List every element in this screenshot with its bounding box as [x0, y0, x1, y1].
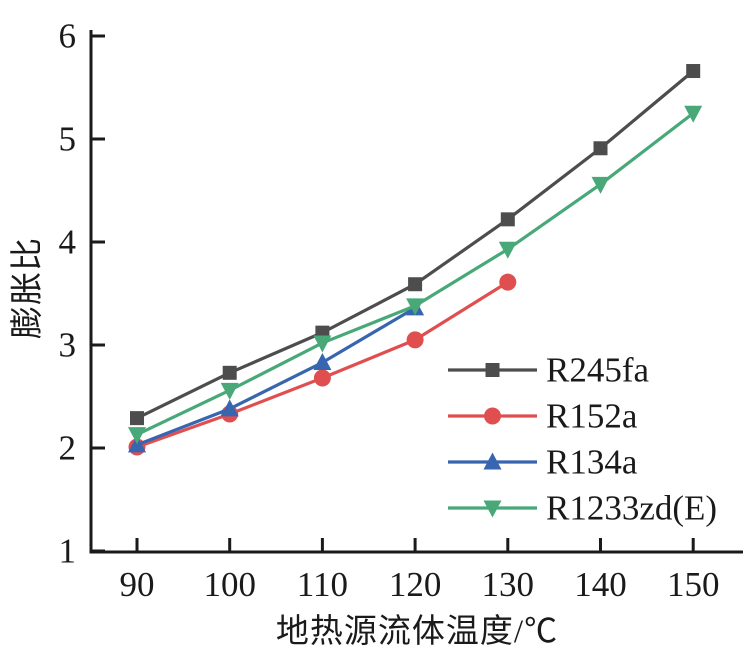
legend-marker-R1233zd(E)	[483, 500, 502, 518]
series-marker-R245fa	[408, 277, 423, 292]
series-marker-R1233zd(E)	[313, 335, 332, 353]
series-line-R134a	[135, 306, 417, 447]
x-tick-label: 120	[389, 565, 442, 604]
series-marker-R1233zd(E)	[498, 241, 517, 259]
series-marker-R1233zd(E)	[220, 382, 239, 400]
x-tick-label: 130	[482, 565, 535, 604]
y-tick-label: 4	[59, 223, 77, 262]
series-marker-R245fa	[222, 365, 237, 380]
legend-label-R1233zd(E): R1233zd(E)	[546, 489, 717, 528]
x-axis-label: 地热源流体温度/℃	[275, 614, 559, 650]
y-tick-label: 5	[59, 120, 77, 159]
legend-marker-R152a	[484, 407, 501, 425]
series-marker-R245fa	[130, 411, 144, 426]
x-tick-label: 100	[203, 565, 256, 604]
y-axis-label: 膨胀比	[10, 237, 46, 339]
x-tick-label: 140	[574, 565, 627, 604]
legend-label-R152a: R152a	[546, 397, 638, 436]
series-marker-R1233zd(E)	[591, 176, 610, 194]
y-tick-label: 6	[59, 17, 77, 56]
series-marker-R152a	[406, 331, 424, 349]
series-marker-R1233zd(E)	[684, 105, 703, 123]
series-marker-R1233zd(E)	[406, 298, 425, 316]
series-marker-R134a	[313, 353, 332, 371]
series-marker-R245fa	[593, 141, 608, 156]
legend-label-R245fa: R245fa	[546, 351, 650, 390]
series-marker-R245fa	[500, 212, 515, 227]
series-marker-R152a	[499, 273, 517, 291]
x-tick-label: 150	[667, 565, 720, 604]
legend-marker-R134a	[483, 452, 502, 470]
legend-label-R134a: R134a	[546, 443, 638, 482]
series-marker-R1233zd(E)	[128, 427, 146, 445]
series-marker-R245fa	[686, 64, 701, 79]
legend-marker-R245fa	[485, 363, 500, 377]
series-marker-R152a	[313, 369, 331, 387]
x-tick-label: 110	[297, 565, 348, 604]
y-tick-label: 1	[59, 532, 77, 571]
y-tick-label: 3	[59, 326, 77, 365]
x-tick-label: 90	[120, 565, 155, 604]
series-marker-R134a	[220, 399, 239, 417]
y-tick-label: 2	[59, 429, 77, 468]
